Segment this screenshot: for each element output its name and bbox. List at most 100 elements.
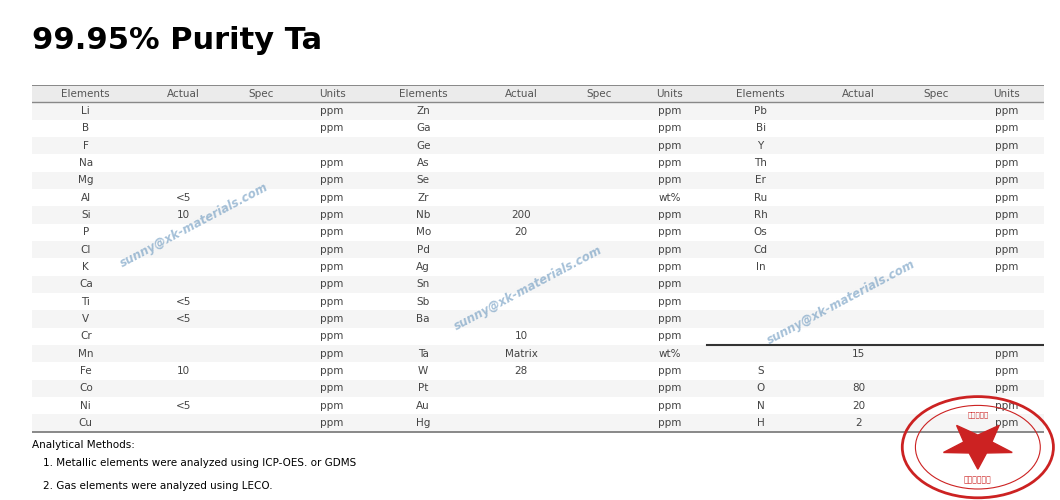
Bar xyxy=(369,328,707,345)
Text: Actual: Actual xyxy=(505,88,537,99)
Text: ppm: ppm xyxy=(658,314,682,324)
Bar xyxy=(707,310,1044,328)
Text: Si: Si xyxy=(81,210,90,220)
Text: Co: Co xyxy=(78,383,92,393)
Text: F: F xyxy=(83,140,89,150)
Text: ppm: ppm xyxy=(995,244,1019,254)
Text: ppm: ppm xyxy=(658,331,682,341)
Text: ppm: ppm xyxy=(995,366,1019,376)
Text: Os: Os xyxy=(754,228,767,237)
Text: Rh: Rh xyxy=(754,210,767,220)
Text: ppm: ppm xyxy=(995,228,1019,237)
Text: 99.95% Purity Ta: 99.95% Purity Ta xyxy=(32,26,322,55)
Text: Actual: Actual xyxy=(167,88,200,99)
Text: Spec: Spec xyxy=(248,88,273,99)
Text: In: In xyxy=(756,262,765,272)
Text: 80: 80 xyxy=(852,383,865,393)
Text: K: K xyxy=(83,262,89,272)
Text: Elements: Elements xyxy=(737,88,785,99)
Text: ppm: ppm xyxy=(658,228,682,237)
Text: ppm: ppm xyxy=(658,296,682,306)
Text: 20: 20 xyxy=(514,228,528,237)
Bar xyxy=(369,120,707,137)
Bar xyxy=(707,189,1044,206)
Text: ppm: ppm xyxy=(320,176,343,186)
Text: ppm: ppm xyxy=(320,280,343,289)
Text: Pt: Pt xyxy=(418,383,428,393)
Text: wt%: wt% xyxy=(658,348,681,358)
Text: Mg: Mg xyxy=(78,176,93,186)
Bar xyxy=(369,154,707,172)
Text: 10: 10 xyxy=(514,331,528,341)
Bar xyxy=(707,120,1044,137)
Text: ppm: ppm xyxy=(320,314,343,324)
Bar xyxy=(707,414,1044,432)
Bar xyxy=(32,310,369,328)
Text: ppm: ppm xyxy=(995,192,1019,202)
Bar xyxy=(369,397,707,414)
Text: Ti: Ti xyxy=(82,296,90,306)
Text: Analytical Methods:: Analytical Methods: xyxy=(32,440,135,450)
Text: 10: 10 xyxy=(177,210,190,220)
Text: Ga: Ga xyxy=(416,124,430,134)
Text: ppm: ppm xyxy=(320,366,343,376)
Bar xyxy=(369,172,707,189)
Text: ppm: ppm xyxy=(995,262,1019,272)
Text: ppm: ppm xyxy=(995,140,1019,150)
Bar xyxy=(707,328,1044,345)
Text: Elements: Elements xyxy=(399,88,447,99)
Text: Cl: Cl xyxy=(81,244,91,254)
Text: ppm: ppm xyxy=(658,366,682,376)
Bar xyxy=(32,397,369,414)
Bar xyxy=(369,362,707,380)
Text: Cu: Cu xyxy=(78,418,93,428)
Bar xyxy=(369,258,707,276)
Text: 2: 2 xyxy=(855,418,862,428)
Bar xyxy=(707,172,1044,189)
Text: ppm: ppm xyxy=(658,280,682,289)
Text: ppm: ppm xyxy=(995,210,1019,220)
Text: ppm: ppm xyxy=(658,418,682,428)
Bar xyxy=(369,102,707,120)
Bar xyxy=(369,310,707,328)
Bar xyxy=(707,276,1044,293)
Text: 20: 20 xyxy=(852,400,865,410)
Text: Elements: Elements xyxy=(61,88,110,99)
Text: Al: Al xyxy=(81,192,91,202)
Text: ppm: ppm xyxy=(658,140,682,150)
Text: Mn: Mn xyxy=(78,348,93,358)
Text: ppm: ppm xyxy=(320,192,343,202)
Text: Units: Units xyxy=(993,88,1021,99)
Text: ppm: ppm xyxy=(320,228,343,237)
Bar xyxy=(369,137,707,154)
Bar xyxy=(32,206,369,224)
Bar xyxy=(707,137,1044,154)
Bar xyxy=(707,102,1044,120)
Text: ppm: ppm xyxy=(320,158,343,168)
Text: 品展苗专用章: 品展苗专用章 xyxy=(964,476,992,484)
Text: ppm: ppm xyxy=(658,383,682,393)
Text: Ca: Ca xyxy=(78,280,92,289)
Text: 10: 10 xyxy=(177,366,190,376)
Bar xyxy=(32,189,369,206)
Text: ppm: ppm xyxy=(995,400,1019,410)
Text: ppm: ppm xyxy=(320,106,343,116)
Bar xyxy=(707,206,1044,224)
Text: sunny@xk-materials.com: sunny@xk-materials.com xyxy=(118,180,270,270)
Text: ppm: ppm xyxy=(658,262,682,272)
Bar xyxy=(707,380,1044,397)
Text: 长康新材料: 长康新材料 xyxy=(967,411,989,418)
Bar xyxy=(369,189,707,206)
Bar xyxy=(32,137,369,154)
Text: ppm: ppm xyxy=(658,106,682,116)
Text: 28: 28 xyxy=(514,366,528,376)
Text: ppm: ppm xyxy=(320,262,343,272)
Bar xyxy=(707,224,1044,241)
Text: Cr: Cr xyxy=(80,331,91,341)
Text: ppm: ppm xyxy=(658,400,682,410)
Bar xyxy=(707,85,1044,102)
Text: ppm: ppm xyxy=(320,418,343,428)
Text: Ag: Ag xyxy=(417,262,430,272)
Text: Spec: Spec xyxy=(586,88,612,99)
Text: Th: Th xyxy=(755,158,767,168)
